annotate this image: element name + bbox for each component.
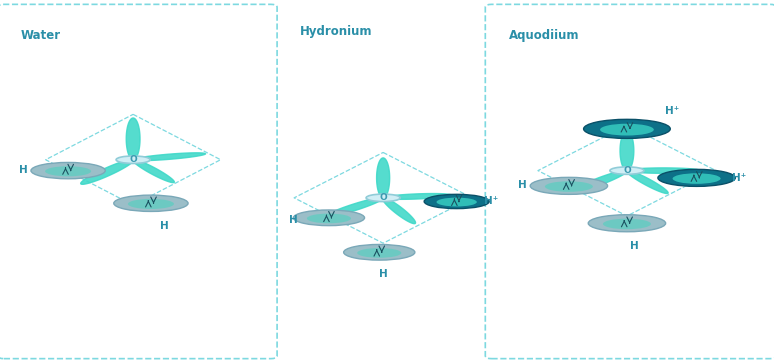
Ellipse shape: [600, 124, 654, 135]
Ellipse shape: [116, 156, 150, 163]
Polygon shape: [627, 168, 700, 174]
Text: H: H: [19, 165, 28, 175]
Ellipse shape: [530, 178, 608, 194]
FancyBboxPatch shape: [485, 4, 774, 359]
Ellipse shape: [437, 197, 477, 207]
Text: H⁺: H⁺: [665, 106, 679, 116]
Ellipse shape: [584, 119, 670, 138]
Polygon shape: [383, 193, 451, 199]
Polygon shape: [382, 198, 416, 224]
Polygon shape: [572, 170, 627, 192]
Polygon shape: [326, 197, 383, 217]
Text: Hydronium: Hydronium: [300, 25, 373, 38]
Ellipse shape: [366, 194, 400, 201]
Ellipse shape: [128, 199, 174, 209]
Text: H: H: [160, 221, 170, 231]
Ellipse shape: [658, 170, 735, 186]
Ellipse shape: [424, 194, 489, 209]
Ellipse shape: [545, 181, 593, 192]
Ellipse shape: [673, 173, 721, 184]
Text: Water: Water: [21, 29, 61, 42]
Polygon shape: [132, 160, 174, 183]
Text: H: H: [378, 269, 388, 279]
Text: O: O: [129, 155, 137, 164]
Polygon shape: [133, 153, 206, 161]
Ellipse shape: [307, 213, 351, 223]
Polygon shape: [626, 171, 668, 193]
Ellipse shape: [293, 210, 365, 226]
Ellipse shape: [610, 167, 644, 174]
Ellipse shape: [45, 166, 91, 176]
Text: Aquodiium: Aquodiium: [509, 29, 579, 42]
Polygon shape: [80, 159, 134, 184]
Polygon shape: [620, 131, 634, 171]
Ellipse shape: [357, 248, 402, 258]
Polygon shape: [126, 118, 140, 160]
Text: O: O: [623, 166, 631, 175]
Ellipse shape: [114, 195, 188, 212]
Text: H: H: [518, 180, 527, 190]
Text: O: O: [379, 193, 387, 202]
Text: H: H: [630, 241, 639, 251]
Ellipse shape: [344, 244, 415, 260]
FancyBboxPatch shape: [0, 4, 277, 359]
Text: H⁺: H⁺: [485, 196, 498, 207]
Ellipse shape: [588, 215, 666, 232]
Ellipse shape: [603, 219, 651, 229]
Text: H⁺: H⁺: [732, 173, 746, 183]
Text: H: H: [289, 215, 298, 225]
Polygon shape: [377, 158, 389, 198]
Ellipse shape: [31, 162, 105, 179]
